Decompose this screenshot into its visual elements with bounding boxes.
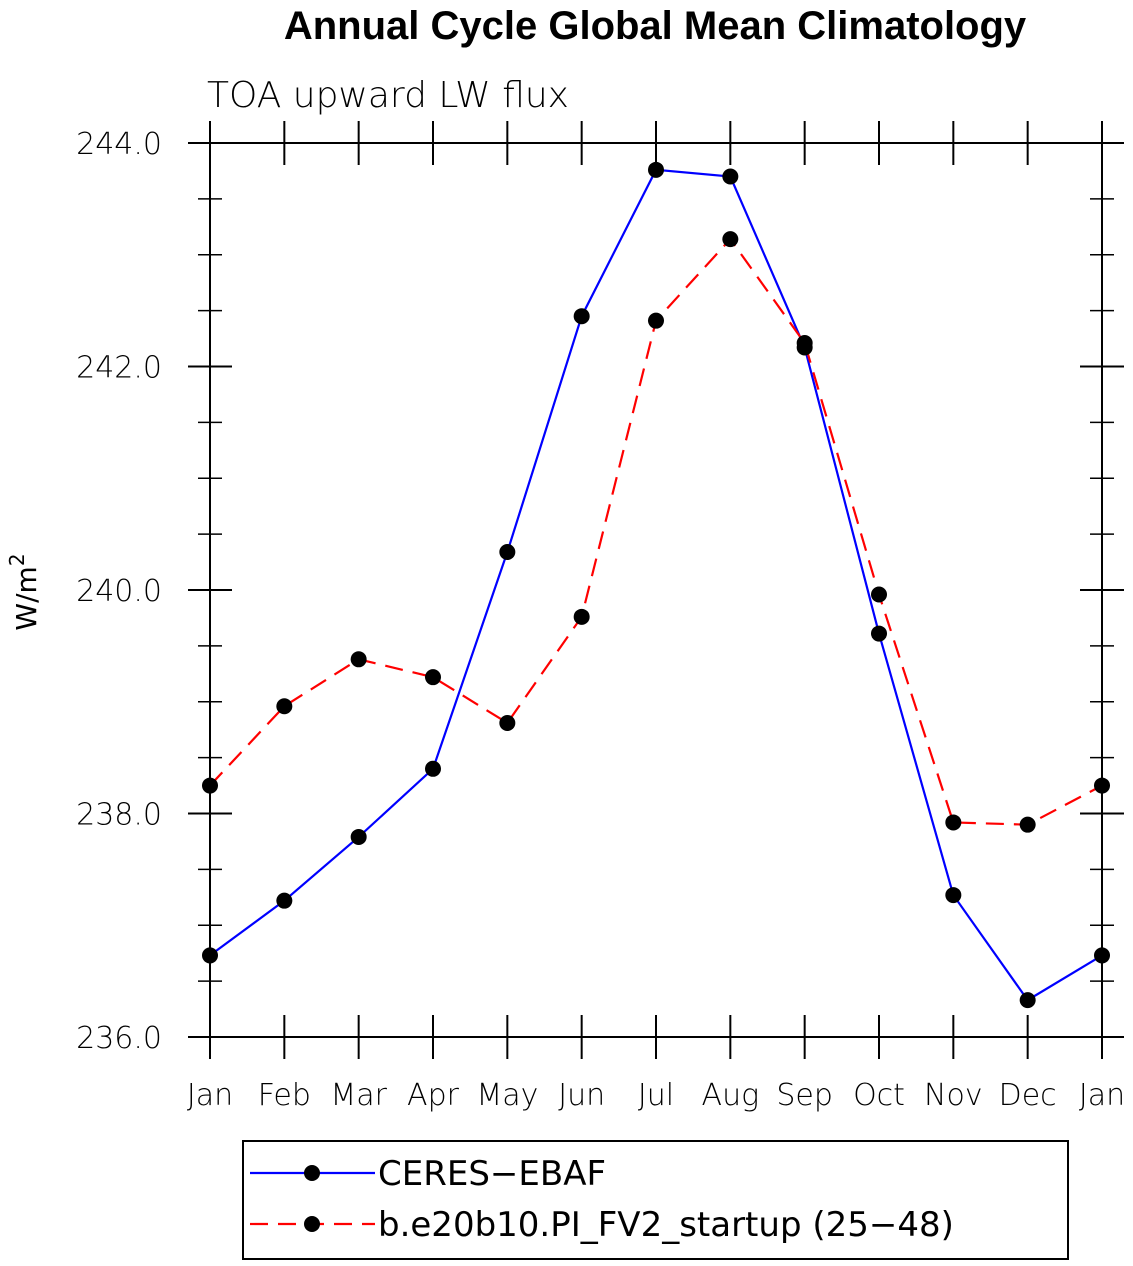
axes: Jan Feb Mar Apr May Jun Jul Aug Sep Oct Nov Dec Jan 2… [76,121,1125,1113]
y-tick-label: 240.0 [76,574,162,609]
series-line-0 [209,168,1103,1002]
series-0-point [573,308,590,325]
series-0-point [945,887,962,904]
x-tick-label: Apr [407,1078,460,1113]
x-tick-label: Sep [776,1078,833,1113]
series-1-point [425,669,441,686]
series-0-point [350,828,367,845]
legend: CERES−EBAF b.e20b10.PI_FV2_startup (25−48… [242,1140,1069,1260]
series-0-point [1094,947,1110,964]
y-tick-label: 242.0 [76,351,162,386]
x-tick-label: Nov [924,1078,983,1113]
chart-title: Annual Cycle Global Mean Climatology [284,4,1027,48]
x-tick-label: Oct [853,1078,905,1113]
legend-label-1: b.e20b10.PI_FV2_startup (25−48) [378,1205,954,1245]
x-tick-label: Jun [558,1078,605,1113]
markers-layer [202,161,1110,1009]
legend-label-0: CERES−EBAF [378,1154,606,1194]
legend-box [242,1140,1069,1260]
series-1-point [1094,777,1110,794]
series-0-point [871,625,887,642]
series-1-point [276,698,293,715]
series-0-point [276,892,293,909]
legend-marker-1 [304,1216,320,1232]
series-1-point [499,714,516,731]
series-0-point [1019,992,1036,1009]
y-axis-label: W/m2 [5,553,43,630]
series-1-point [350,651,367,668]
plot-frame [209,142,1103,1038]
series-0-point [648,161,664,178]
y-tick-label: 236.0 [76,1021,162,1056]
x-tick-label: Jul [638,1078,674,1113]
y-tick-label: 244.0 [76,127,162,162]
series-1-point [1019,816,1036,833]
series-1-point [871,586,887,603]
legend-marker-0 [304,1165,320,1181]
series-0-point [425,760,441,777]
series-1-point [796,335,813,352]
y-axis-label-text: W/m [10,566,43,630]
series-0-point [722,168,739,185]
y-axis-label-superscript: 2 [5,553,29,566]
series-1-point [573,608,590,625]
x-tick-label: Jan [1079,1078,1125,1113]
series-0-point [499,544,516,561]
y-tick-label: 238.0 [76,798,162,833]
legend-entries: CERES−EBAF b.e20b10.PI_FV2_startup (25−48… [250,1154,954,1245]
x-tick-label: Aug [702,1078,760,1113]
series-0-point [202,947,218,964]
svg-text:W/m2: W/m2 [5,553,43,630]
series-1-point [202,777,218,794]
series-layer [209,168,1103,1002]
series-1-point [945,814,962,831]
x-tick-label: Dec [999,1078,1057,1113]
chart-subtitle: TOA upward LW flux [207,75,569,116]
x-tick-label: Feb [258,1078,311,1113]
x-tick-label: May [476,1078,538,1113]
x-tick-label: Mar [330,1078,387,1113]
x-tick-label: Jan [187,1078,233,1113]
series-1-point [722,231,739,248]
series-1-point [648,312,664,329]
